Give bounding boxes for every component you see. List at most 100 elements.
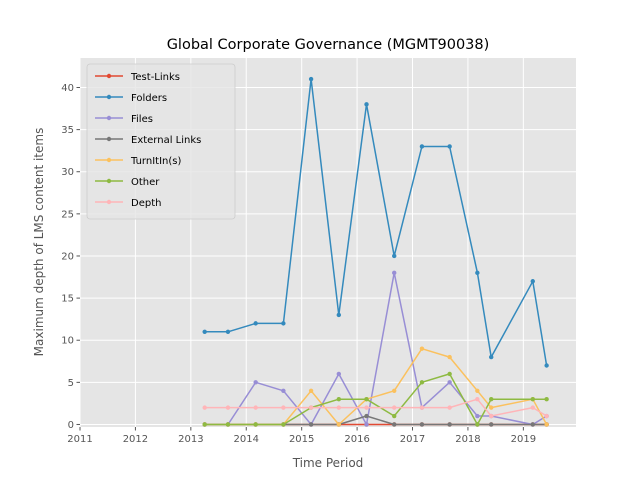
data-point-depth — [530, 405, 535, 410]
legend-label: Other — [131, 177, 160, 188]
data-point-folders — [308, 76, 314, 82]
y-tick-label: 25 — [61, 209, 74, 220]
x-tick-label: 2011 — [67, 434, 92, 445]
series-layer — [202, 76, 549, 427]
x-tick-label: 2015 — [289, 434, 314, 445]
series-line-folders — [204, 78, 548, 366]
data-point-folders — [253, 321, 258, 326]
data-point-external-links — [447, 422, 452, 427]
legend-marker — [106, 199, 112, 205]
y-tick-label: 10 — [61, 336, 74, 347]
legend-item: Depth — [95, 198, 161, 209]
legend-label: Folders — [131, 93, 167, 104]
data-point-turnitin-s — [308, 388, 314, 393]
data-point-external-links — [489, 422, 494, 427]
gridlines — [79, 58, 576, 427]
data-point-folders — [530, 279, 535, 284]
data-point-depth — [364, 405, 369, 410]
data-point-folders — [489, 354, 494, 360]
data-point-other — [475, 422, 480, 427]
data-point-folders — [419, 144, 425, 149]
data-point-other — [336, 396, 342, 402]
legend-marker — [106, 157, 112, 163]
data-point-other — [530, 396, 535, 402]
data-point-turnitin-s — [336, 422, 342, 427]
data-point-depth — [281, 405, 286, 410]
y-tick-label: 30 — [61, 167, 74, 178]
data-point-folders — [544, 363, 549, 368]
series-depth — [202, 396, 549, 419]
legend-label: External Links — [131, 135, 201, 146]
data-point-files — [253, 380, 258, 385]
legend-item: Files — [95, 114, 153, 125]
legend-marker — [106, 94, 112, 100]
data-point-files — [475, 413, 480, 419]
x-tick-label: 2014 — [234, 434, 259, 445]
y-tick-labels: 0 5 10 15 20 25 30 35 40 — [61, 83, 80, 431]
data-point-depth — [489, 413, 494, 419]
data-point-files — [336, 371, 342, 377]
data-point-folders — [202, 329, 207, 335]
data-point-folders — [392, 253, 397, 259]
data-point-files — [364, 422, 369, 427]
data-point-depth — [336, 405, 342, 410]
legend-item: External Links — [95, 135, 201, 146]
data-point-turnitin-s — [447, 354, 452, 360]
data-point-depth — [392, 405, 397, 410]
data-point-turnitin-s — [419, 346, 425, 351]
legend-marker — [106, 136, 112, 142]
x-axis-label: Time Period — [292, 456, 364, 470]
data-point-depth — [225, 405, 231, 410]
data-point-other — [202, 422, 207, 427]
data-point-folders — [447, 144, 452, 149]
data-point-depth — [447, 405, 452, 410]
legend-marker — [106, 178, 112, 184]
data-point-other — [544, 396, 549, 402]
data-point-turnitin-s — [475, 388, 480, 393]
data-point-external-links — [392, 422, 397, 427]
data-point-turnitin-s — [392, 388, 397, 393]
y-tick-label: 0 — [68, 420, 74, 431]
data-point-external-links — [530, 422, 535, 427]
data-point-folders — [336, 312, 342, 318]
series-line-files — [204, 272, 547, 426]
data-point-other — [392, 413, 397, 419]
y-tick-label: 5 — [68, 378, 74, 389]
data-point-depth — [475, 396, 480, 402]
data-point-external-links — [308, 422, 314, 427]
data-point-other — [419, 380, 425, 385]
data-point-depth — [253, 405, 258, 410]
data-point-folders — [281, 321, 286, 326]
x-tick-label: 2013 — [178, 434, 203, 445]
data-point-folders — [364, 102, 369, 107]
y-tick-label: 35 — [61, 125, 74, 136]
data-point-files — [447, 380, 452, 385]
data-point-other — [225, 422, 231, 427]
x-tick-label: 2017 — [400, 434, 425, 445]
y-tick-label: 40 — [61, 83, 74, 94]
data-point-turnitin-s — [489, 405, 494, 410]
data-point-depth — [419, 405, 425, 410]
data-point-external-links — [364, 413, 369, 419]
legend-label: Files — [131, 114, 153, 125]
y-tick-label: 20 — [61, 251, 74, 262]
data-point-folders — [225, 329, 231, 335]
data-point-other — [253, 422, 258, 427]
legend-item: Test-Links — [95, 72, 180, 83]
data-point-files — [392, 270, 397, 276]
chart-title: Global Corporate Governance (MGMT90038) — [167, 37, 490, 53]
legend-marker — [106, 73, 112, 79]
data-point-other — [447, 371, 452, 377]
data-point-depth — [308, 405, 314, 410]
series-folders — [202, 76, 549, 368]
data-point-files — [281, 388, 286, 393]
legend-item: TurnItIn(s) — [95, 156, 181, 167]
legend-label: TurnItIn(s) — [130, 156, 181, 167]
legend-label: Depth — [131, 198, 161, 209]
x-tick-label: 2018 — [455, 434, 480, 445]
data-point-other — [364, 396, 369, 402]
x-tick-label: 2016 — [344, 434, 369, 445]
legend-frame — [86, 63, 236, 220]
legend-item: Other — [95, 177, 160, 188]
